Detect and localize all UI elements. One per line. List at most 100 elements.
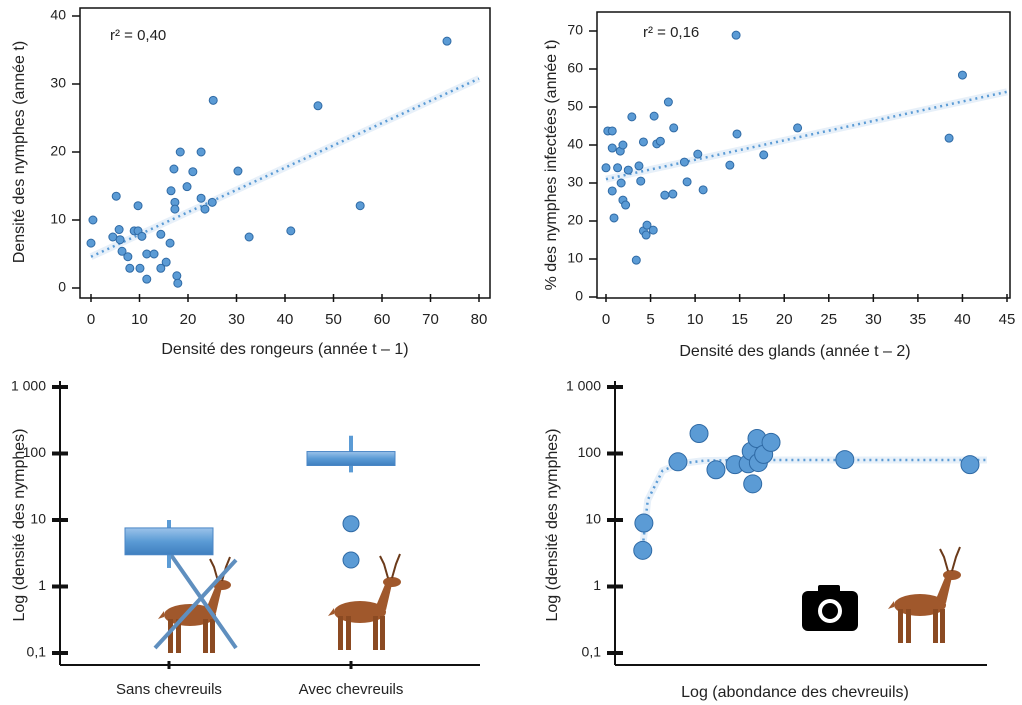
x-tick-label: 35 — [910, 311, 927, 328]
annotation: r² = 0,16 — [643, 24, 699, 41]
data-point — [690, 424, 708, 442]
y-tick-label: 0 — [575, 288, 583, 304]
y-tick-label: 1 000 — [566, 378, 601, 394]
data-point — [166, 239, 174, 247]
data-point — [170, 165, 178, 173]
data-point — [650, 112, 658, 120]
x-tick-label: 30 — [228, 311, 245, 328]
data-point — [189, 168, 197, 176]
data-point — [732, 31, 740, 39]
x-tick-label: 45 — [999, 311, 1016, 328]
data-point — [197, 148, 205, 156]
data-point — [622, 201, 630, 209]
trendline — [643, 460, 987, 547]
camera-icon — [802, 585, 858, 631]
data-point — [683, 178, 691, 186]
y-tick-label: 1 — [593, 577, 601, 593]
data-point — [608, 187, 616, 195]
y-tick-label: 30 — [567, 174, 583, 190]
data-point — [669, 190, 677, 198]
y-axis-label: Log (densité des nymphes) — [544, 429, 561, 622]
data-point — [314, 102, 322, 110]
data-point — [183, 183, 191, 191]
y-tick-label: 1 000 — [11, 378, 46, 394]
x-tick-label: 25 — [820, 311, 837, 328]
data-point — [694, 150, 702, 158]
deer-icon — [888, 547, 961, 643]
data-point — [649, 226, 657, 234]
data-point — [150, 250, 158, 258]
data-point — [115, 226, 123, 234]
data-point — [610, 214, 618, 222]
data-point — [157, 230, 165, 238]
y-tick-label: 0,1 — [27, 644, 47, 660]
y-tick-label: 0,1 — [582, 644, 602, 660]
data-point — [89, 216, 97, 224]
data-point — [174, 279, 182, 287]
data-point — [656, 137, 664, 145]
x-tick-label: 50 — [325, 311, 342, 328]
y-tick-label: 10 — [30, 511, 46, 527]
x-axis-label: Densité des rongeurs (année t – 1) — [161, 341, 408, 358]
data-point — [669, 453, 687, 471]
y-tick-label: 40 — [50, 7, 66, 23]
figure: 01020304001020304050607080Densité des ro… — [0, 0, 1022, 705]
data-point — [635, 162, 643, 170]
data-point — [707, 461, 725, 479]
data-point — [201, 205, 209, 213]
y-axis-label: % des nymphes infectées (année t) — [543, 40, 560, 291]
data-point — [628, 113, 636, 121]
cross — [155, 560, 236, 648]
data-point — [143, 275, 151, 283]
x-tick-label: 0 — [87, 311, 95, 328]
data-point — [136, 264, 144, 272]
deer-icon — [328, 554, 401, 650]
data-point — [619, 141, 627, 149]
data-point — [726, 161, 734, 169]
y-tick-label: 40 — [567, 136, 583, 152]
x-tick-label: 0 — [602, 311, 610, 328]
x-tick-label: 10 — [131, 311, 148, 328]
data-point — [760, 151, 768, 159]
data-point — [167, 187, 175, 195]
data-point — [162, 258, 170, 266]
y-tick-label: 10 — [585, 511, 601, 527]
data-point — [661, 191, 669, 199]
data-point — [234, 167, 242, 175]
data-point — [209, 96, 217, 104]
y-tick-label: 1 — [38, 577, 46, 593]
x-tick-label: 80 — [471, 311, 488, 328]
data-point — [617, 179, 625, 187]
y-tick-label: 30 — [50, 75, 66, 91]
data-point — [208, 198, 216, 206]
annotation: r² = 0,40 — [110, 27, 166, 44]
x-axis-label: Densité des glands (année t – 2) — [679, 343, 910, 360]
x-tick-label: 10 — [687, 311, 704, 328]
data-point — [680, 158, 688, 166]
data-point — [744, 475, 762, 493]
y-tick-label: 60 — [567, 60, 583, 76]
data-point — [961, 456, 979, 474]
data-point — [124, 253, 132, 261]
data-point — [836, 451, 854, 469]
trendline-glow — [91, 79, 479, 257]
data-point — [138, 232, 146, 240]
data-point — [134, 202, 142, 210]
data-point — [642, 231, 650, 239]
data-point — [112, 192, 120, 200]
data-point — [733, 130, 741, 138]
x-tick-label: Sans chevreuils — [116, 681, 222, 698]
data-point — [664, 98, 672, 106]
data-point — [794, 124, 802, 132]
page: {"chart_data": [ {"type": "scatter", "an… — [0, 0, 1022, 705]
trendline-glow — [643, 460, 987, 547]
data-point — [173, 272, 181, 280]
data-point — [608, 127, 616, 135]
x-tick-label: 60 — [374, 311, 391, 328]
x-tick-label: 40 — [954, 311, 971, 328]
y-tick-label: 20 — [50, 143, 66, 159]
y-tick-label: 0 — [58, 279, 66, 295]
plot-frame — [80, 8, 490, 298]
y-tick-label: 100 — [578, 444, 602, 460]
x-tick-label: 5 — [646, 311, 654, 328]
